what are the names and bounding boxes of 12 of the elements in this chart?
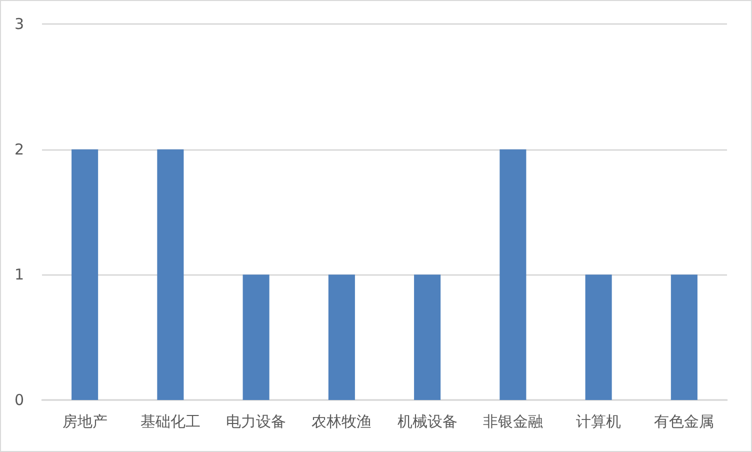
- x-tick-label: 基础化工: [140, 412, 200, 430]
- x-tick-label: 房地产: [62, 412, 108, 430]
- x-tick-label: 机械设备: [397, 412, 458, 430]
- x-tick-label: 农林牧渔: [312, 412, 372, 430]
- y-tick-label: 0: [14, 391, 24, 409]
- x-tick-label: 电力设备: [226, 412, 286, 430]
- x-tick-label: 非银金融: [482, 412, 543, 430]
- x-tick-label: 计算机: [576, 412, 622, 430]
- y-tick-label: 1: [14, 266, 24, 284]
- y-tick-label: 2: [14, 140, 24, 158]
- x-tick-label: 有色金属: [654, 412, 714, 430]
- y-tick-label: 3: [14, 15, 24, 33]
